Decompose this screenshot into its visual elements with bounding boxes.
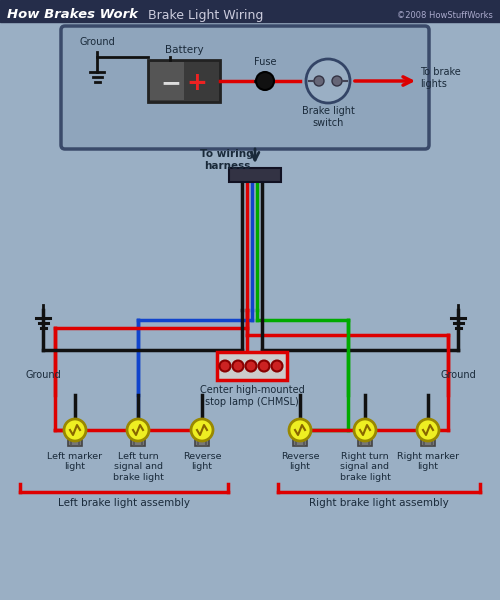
Text: Left brake light assembly: Left brake light assembly	[58, 498, 190, 508]
Circle shape	[191, 419, 213, 441]
Circle shape	[306, 59, 350, 103]
Text: Right marker
light: Right marker light	[397, 452, 459, 472]
FancyBboxPatch shape	[61, 26, 429, 149]
Text: To wiring
harness: To wiring harness	[200, 149, 254, 171]
Bar	[148, 60, 220, 102]
Text: Reverse
light: Reverse light	[281, 452, 320, 472]
Text: Right brake light assembly: Right brake light assembly	[309, 498, 449, 508]
Text: +: +	[186, 71, 208, 95]
Text: Brake Light Wiring: Brake Light Wiring	[148, 8, 264, 22]
Circle shape	[272, 361, 282, 371]
Circle shape	[289, 419, 311, 441]
Bar	[293, 440, 307, 446]
Bar	[68, 440, 82, 446]
Circle shape	[220, 361, 230, 371]
Text: Ground: Ground	[25, 370, 61, 380]
Text: Fuse: Fuse	[254, 57, 276, 67]
Circle shape	[332, 76, 342, 86]
Circle shape	[64, 419, 86, 441]
Text: How Brakes Work: How Brakes Work	[7, 8, 138, 22]
Bar	[0, 0, 500, 22]
Bar	[358, 440, 372, 446]
Text: Left turn
signal and
brake light: Left turn signal and brake light	[112, 452, 164, 482]
Text: −: −	[160, 71, 182, 95]
Bar	[195, 440, 209, 446]
Text: ©2008 HowStuffWorks: ©2008 HowStuffWorks	[397, 10, 493, 19]
Circle shape	[232, 361, 243, 371]
Text: Center high-mounted
stop lamp (CHMSL): Center high-mounted stop lamp (CHMSL)	[200, 385, 304, 407]
Text: Battery: Battery	[164, 45, 203, 55]
Circle shape	[246, 361, 256, 371]
Text: Ground: Ground	[79, 37, 115, 47]
Bar	[150, 62, 184, 100]
Text: Ground: Ground	[440, 370, 476, 380]
Bar	[131, 440, 145, 446]
Text: To brake
lights: To brake lights	[420, 67, 461, 89]
Text: Reverse
light: Reverse light	[183, 452, 221, 472]
Circle shape	[256, 72, 274, 90]
Circle shape	[354, 419, 376, 441]
Bar	[217, 352, 287, 380]
Bar	[229, 168, 281, 182]
Bar	[421, 440, 435, 446]
Text: Brake light
switch: Brake light switch	[302, 106, 354, 128]
Circle shape	[417, 419, 439, 441]
Circle shape	[127, 419, 149, 441]
Text: Right turn
signal and
brake light: Right turn signal and brake light	[340, 452, 390, 482]
Circle shape	[258, 361, 270, 371]
Text: Left marker
light: Left marker light	[48, 452, 102, 472]
Circle shape	[314, 76, 324, 86]
